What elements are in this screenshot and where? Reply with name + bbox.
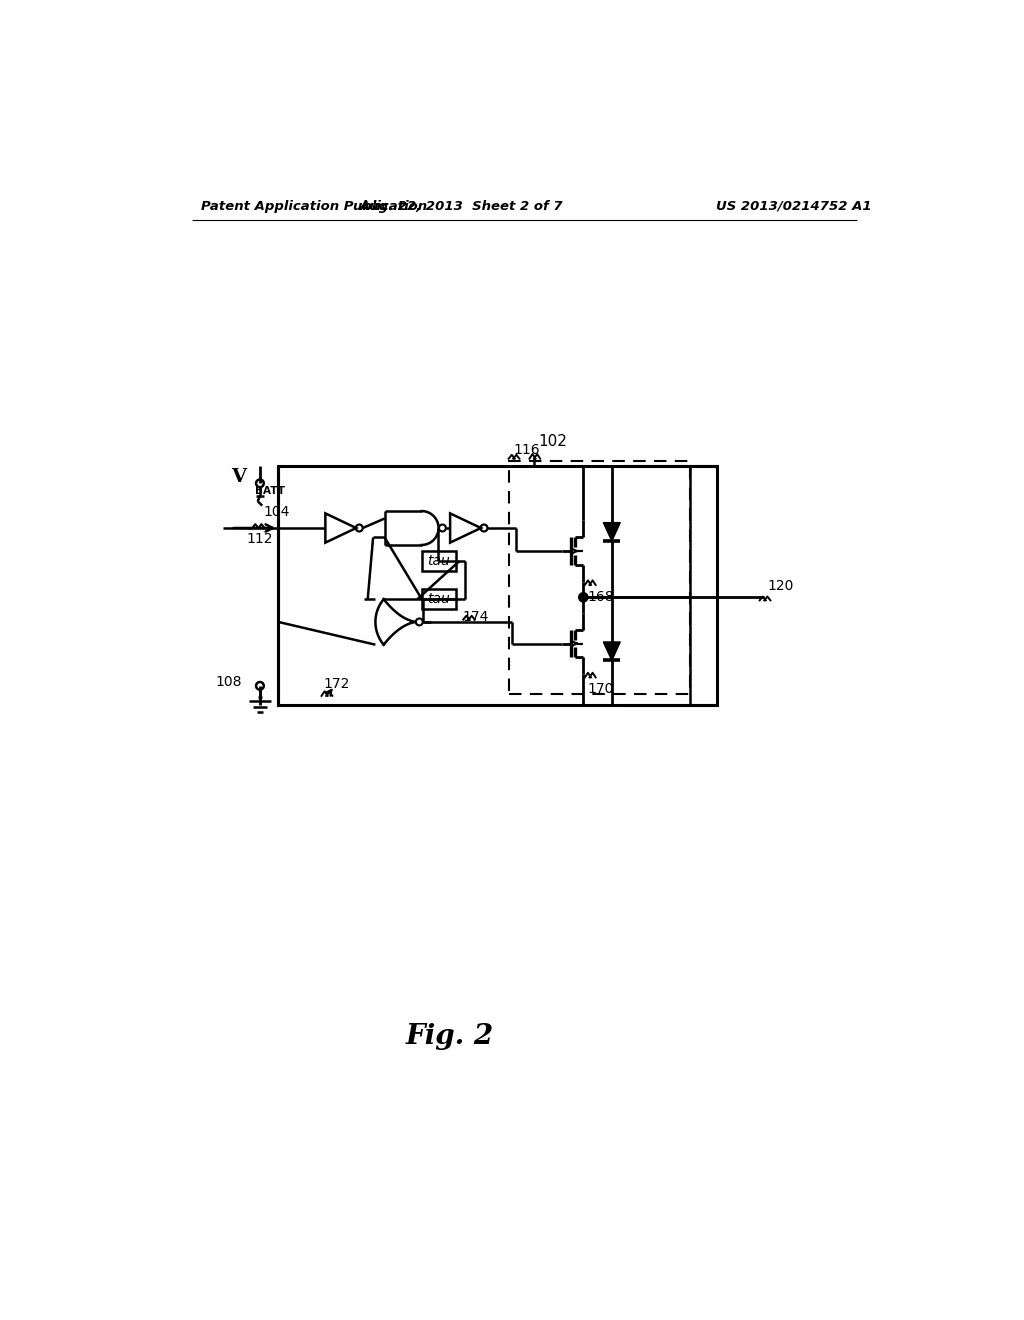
Polygon shape bbox=[603, 523, 621, 541]
Text: 170: 170 bbox=[587, 682, 613, 696]
Bar bbox=[422, 589, 456, 609]
Text: 168: 168 bbox=[587, 590, 613, 603]
Text: 108: 108 bbox=[216, 675, 243, 689]
Polygon shape bbox=[326, 513, 356, 543]
Text: tau: tau bbox=[427, 591, 450, 606]
Text: 174: 174 bbox=[463, 610, 488, 624]
Bar bbox=[422, 552, 456, 572]
Bar bbox=[279, 466, 717, 705]
Text: 116: 116 bbox=[513, 444, 540, 457]
Text: Aug. 22, 2013  Sheet 2 of 7: Aug. 22, 2013 Sheet 2 of 7 bbox=[359, 199, 563, 213]
Polygon shape bbox=[451, 513, 481, 543]
Text: 112: 112 bbox=[246, 532, 272, 546]
Text: Fig. 2: Fig. 2 bbox=[407, 1023, 495, 1049]
Circle shape bbox=[579, 593, 588, 602]
Text: V: V bbox=[231, 469, 246, 486]
Text: 102: 102 bbox=[539, 434, 567, 449]
Text: 120: 120 bbox=[767, 579, 794, 594]
Bar bbox=[509, 461, 689, 693]
Text: tau: tau bbox=[427, 554, 450, 568]
Text: US 2013/0214752 A1: US 2013/0214752 A1 bbox=[716, 199, 871, 213]
Text: 172: 172 bbox=[323, 677, 349, 692]
Text: 104: 104 bbox=[264, 506, 290, 519]
Text: Patent Application Publication: Patent Application Publication bbox=[202, 199, 428, 213]
Polygon shape bbox=[603, 642, 621, 660]
Text: BATT: BATT bbox=[255, 486, 286, 495]
